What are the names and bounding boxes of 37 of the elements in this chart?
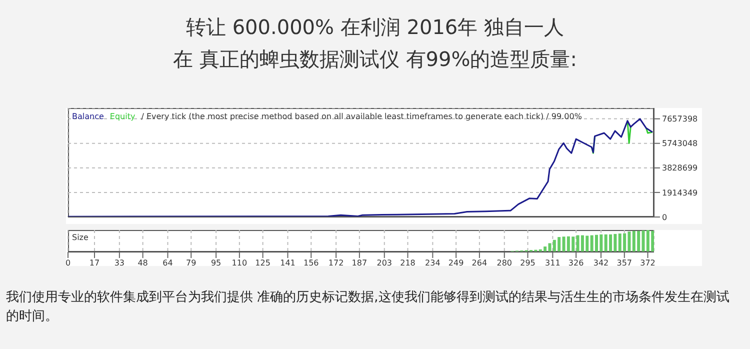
x-tick-label: 156 [303, 258, 319, 268]
x-tick-label: 141 [280, 258, 296, 268]
x-tick-label: 110 [232, 258, 248, 268]
y-tick-label: 5743048 [662, 139, 698, 148]
annotation: / Every tick (the most precise method based on all available least timeframes to generate each tick) / 99.00% [141, 112, 582, 121]
x-tick-label: 357 [616, 258, 632, 268]
x-tick-label: 234 [425, 258, 440, 268]
x-tick-label: 218 [400, 258, 416, 268]
x-tick-label: 95 [210, 258, 222, 268]
x-tick-label: 187 [352, 258, 368, 268]
y-tick-label: 3828699 [662, 164, 698, 173]
y-tick-label: 1914349 [662, 188, 698, 198]
x-tick-label: 342 [593, 258, 609, 268]
x-tick-label: 172 [328, 258, 344, 268]
x-tick-label: 311 [545, 258, 560, 268]
x-tick-label: 0 [65, 258, 71, 268]
text: Balance [72, 112, 104, 121]
x-tick-label: 372 [640, 258, 656, 268]
x-tick-label: 249 [448, 258, 464, 268]
x-tick-label: 203 [376, 258, 392, 268]
text: 我们使用专业的软件集成到平台为我们提供 准确的历史标记数据,这使我们能够得到测试的结果与活生生的市场条件发生在测试的时间。 [6, 289, 730, 326]
chart-title: Size [72, 233, 88, 242]
x-tick-label: 79 [186, 258, 196, 268]
x-tick-label: 64 [162, 258, 173, 268]
x-tick-label: 17 [89, 258, 100, 268]
x-tick-label: 264 [472, 258, 488, 268]
x-tick-label: 125 [255, 258, 270, 268]
x-tick-label: 48 [138, 258, 148, 268]
x-tick-label: 295 [520, 258, 536, 268]
x-tick-label: 326 [568, 258, 584, 268]
y-tick-label: 7657398 [662, 114, 698, 124]
text: Equity [110, 112, 136, 121]
chart-title: 转让 600.000% 在利润 2016年 独自一人 [184, 14, 566, 41]
x-tick-label: 280 [496, 258, 512, 268]
y-tick-label: 0 [662, 212, 668, 222]
x-tick-label: 33 [114, 258, 125, 268]
chart-subtitle: 在 真正的蜱虫数据测试仪 有99%的造型质量: [172, 46, 578, 73]
